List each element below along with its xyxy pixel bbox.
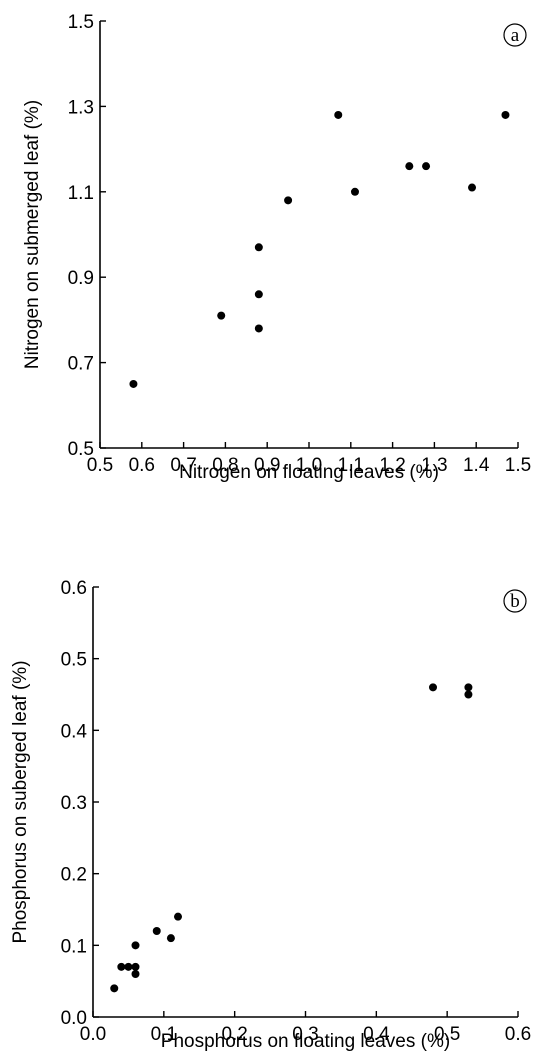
x-tick-label: 0.4	[363, 1024, 390, 1045]
data-point	[254, 243, 263, 252]
data-point	[501, 110, 510, 119]
data-point	[152, 927, 161, 935]
panel-label: b	[510, 591, 520, 612]
data-point	[166, 934, 175, 943]
y-tick-label: 0.4	[61, 721, 88, 742]
data-point	[131, 970, 140, 978]
data-point	[464, 690, 473, 699]
data-point	[124, 962, 133, 971]
x-tick-label: 1.3	[421, 455, 447, 476]
data-point	[405, 162, 414, 171]
y-tick-label: 0.3	[61, 793, 87, 814]
x-tick-label: 1.2	[379, 455, 405, 476]
x-tick-label: 0.5	[434, 1024, 460, 1045]
x-tick-label: 1.5	[505, 455, 531, 476]
data-point	[350, 187, 359, 196]
y-tick-label: 0.1	[61, 936, 87, 957]
x-tick-label: 0.9	[254, 455, 280, 476]
y-axis-title: Nitrogen on submerged leaf (%)	[22, 100, 43, 369]
x-tick-label: 0.8	[212, 455, 238, 476]
y-tick-label: 0.9	[68, 268, 94, 289]
x-tick-label: 0.6	[505, 1024, 531, 1045]
panel-label-circle	[503, 589, 527, 613]
data-point	[254, 290, 263, 299]
y-tick-label: 1.3	[68, 97, 94, 118]
y-tick-label: 0.5	[68, 439, 94, 460]
panel-a-nitrogen-scatter: 0.5 0.6 0.7 0.8 0.9 1.0 1.1 1.2 1.3 1.4 1.5 0.5 0.7 0…	[22, 12, 531, 483]
data-point	[110, 984, 119, 993]
x-tick-label: 0.5	[87, 455, 113, 476]
panel-label-circle	[503, 23, 527, 47]
x-axis-title: Nitrogen on floating leaves (%)	[179, 462, 439, 483]
x-tick-label: 0.2	[221, 1024, 247, 1045]
y-tick-label: 0.0	[61, 1008, 87, 1029]
y-axis-title: Phosphorus on suberged leaf (%)	[10, 660, 31, 943]
y-tick-label: 0.6	[61, 578, 87, 599]
y-tick-label: 0.2	[61, 865, 87, 886]
data-point	[334, 110, 343, 119]
x-tick-label: 0.3	[292, 1024, 318, 1045]
x-tick-label: 0.6	[129, 455, 155, 476]
x-tick-label: 1.1	[338, 455, 364, 476]
data-point	[174, 912, 182, 921]
data-point	[429, 683, 437, 692]
data-point	[284, 196, 293, 205]
data-point	[422, 162, 431, 171]
x-tick-label: 1.4	[463, 455, 490, 476]
panel-label: a	[511, 25, 520, 46]
x-tick-label: 0.0	[80, 1024, 106, 1045]
data-point	[464, 683, 473, 692]
data-point	[217, 311, 226, 320]
y-tick-label: 0.5	[61, 650, 87, 671]
y-tick-label: 1.1	[68, 183, 94, 204]
y-tick-label: 0.7	[68, 354, 94, 375]
x-tick-label: 0.1	[151, 1024, 177, 1045]
panel-b-phosphorus-scatter: 0.0 0.1 0.2 0.3 0.4 0.5 0.6 0.0 0.1 0.2 0.3 0.4 0.5 0…	[10, 578, 531, 1052]
y-tick-label: 1.5	[68, 12, 94, 33]
x-axis-title: Phosphorus on floating leaves (%)	[161, 1031, 450, 1052]
data-point	[131, 962, 140, 971]
data-point	[131, 941, 140, 950]
data-point	[117, 962, 126, 971]
data-point	[254, 324, 263, 333]
x-tick-label: 1.0	[296, 455, 322, 476]
x-tick-label: 0.7	[170, 455, 196, 476]
data-point	[129, 379, 138, 388]
data-point	[468, 183, 477, 192]
